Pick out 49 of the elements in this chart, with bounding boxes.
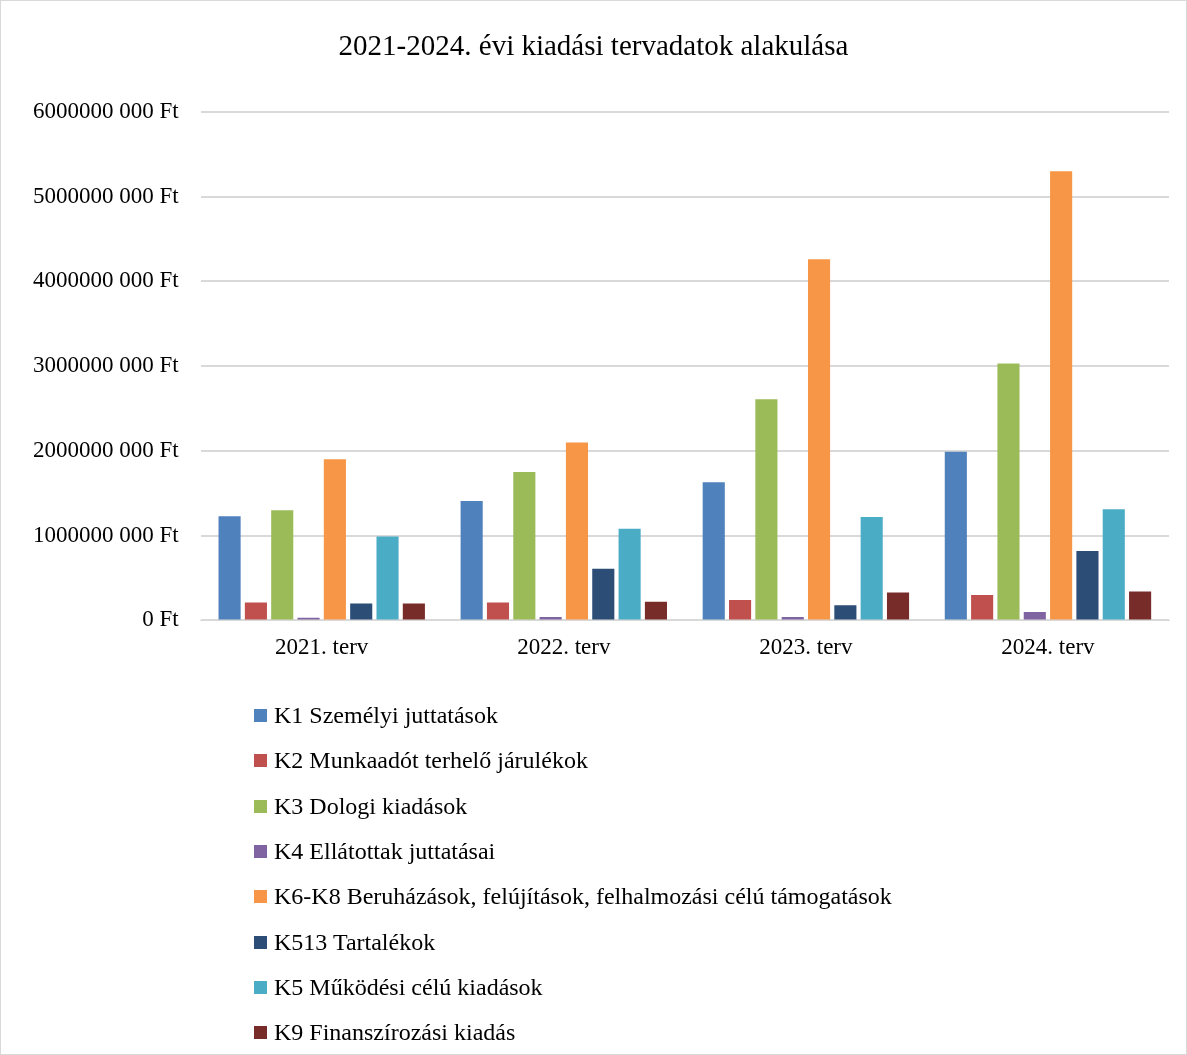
bar	[755, 399, 778, 620]
y-tick-label: 3000000 000 Ft	[32, 352, 180, 378]
legend-label: K2 Munkaadót terhelő járulékok	[274, 747, 588, 775]
legend-label: K1 Személyi juttatások	[274, 702, 498, 730]
bar	[565, 442, 589, 620]
bar	[971, 594, 994, 620]
bar	[218, 516, 241, 620]
bar	[834, 605, 857, 620]
bar	[486, 602, 510, 620]
y-tick-label: 5000000 000 Ft	[32, 182, 180, 208]
bar	[729, 600, 752, 620]
y-tick-label: 2000000 000 Ft	[32, 436, 180, 462]
y-tick-label: 1000000 000 Ft	[32, 521, 180, 547]
bar	[807, 259, 831, 620]
bar	[1050, 171, 1073, 620]
bar	[644, 601, 667, 620]
legend-label: K6-K8 Beruházások, felújítások, felhalmozási célú támogatások	[274, 883, 892, 911]
x-tick-label: 2023. terv	[759, 634, 854, 660]
bar	[460, 500, 483, 620]
bar	[350, 603, 373, 620]
bar	[1023, 611, 1046, 620]
bar	[1129, 591, 1152, 620]
y-tick-label: 0 Ft	[142, 606, 180, 632]
bar	[886, 592, 910, 620]
legend-label: K4 Ellátottak juttatásai	[274, 838, 496, 866]
y-tick-label: 6000000 000 Ft	[32, 97, 180, 123]
legend-label: K3 Dologi kiadások	[274, 792, 468, 820]
bar	[860, 516, 883, 620]
y-tick-label: 4000000 000 Ft	[32, 267, 180, 293]
bar	[944, 451, 967, 620]
bar	[513, 472, 536, 620]
bar	[1102, 509, 1125, 620]
bar	[271, 510, 294, 620]
bar	[1076, 550, 1099, 620]
bar	[592, 568, 615, 620]
bar	[618, 528, 641, 620]
legend-label: K9 Finanszírozási kiadás	[274, 1019, 516, 1047]
bar	[402, 603, 425, 620]
x-tick-label: 2021. terv	[275, 634, 369, 660]
x-tick-label: 2024. terv	[1001, 634, 1096, 660]
bar	[244, 602, 267, 620]
bar	[376, 536, 399, 620]
x-tick-label: 2022. terv	[517, 634, 611, 660]
chart-title: 2021-2024. évi kiadási tervadatok alakulása	[337, 29, 850, 62]
bar	[323, 459, 346, 620]
bar	[997, 363, 1020, 620]
legend-label: K513 Tartalékok	[274, 928, 436, 956]
bar	[702, 482, 725, 620]
legend-label: K5 Működési célú kiadások	[274, 973, 543, 1001]
